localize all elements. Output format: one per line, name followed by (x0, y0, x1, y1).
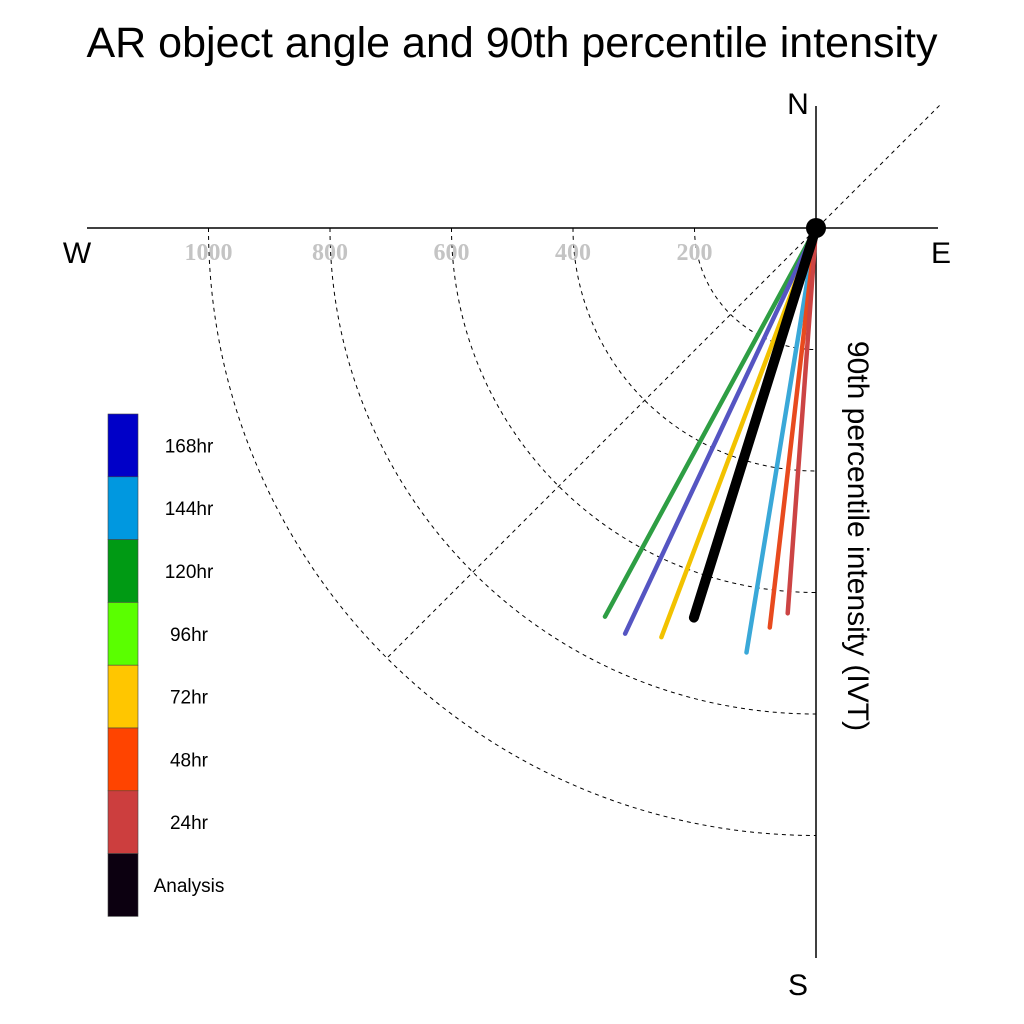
radial-tick-label: 200 (677, 240, 713, 266)
series-line-168hr (622, 225, 819, 636)
west-label: W (63, 237, 92, 270)
legend-swatch-144hr (107, 476, 139, 540)
legend-label: Analysis (154, 876, 225, 897)
legend-label: 24hr (170, 813, 209, 834)
chart-title: AR object angle and 90th percentile inte… (87, 19, 938, 67)
legend-swatch-168hr (107, 413, 139, 478)
legend-swatch-analysis (107, 853, 139, 917)
legend-label: 48hr (170, 750, 209, 771)
series-lines (602, 223, 821, 655)
legend-swatch-72hr (107, 664, 139, 729)
radial-tick-label: 400 (555, 240, 591, 266)
radial-tick-label: 1000 (185, 240, 233, 266)
radial-rings (208, 227, 817, 836)
series-line-48hr (767, 225, 819, 630)
origin-marker (806, 218, 826, 238)
y-axis-label: 90th percentile intensity (IVT) (841, 341, 874, 731)
radial-tick-label: 600 (434, 240, 470, 266)
legend-label: 144hr (165, 499, 214, 520)
east-label: E (931, 237, 951, 270)
legend-label: 168hr (165, 436, 214, 457)
series-line-144hr (744, 225, 819, 655)
legend-swatch-96hr (107, 602, 139, 666)
series-line-120hr (602, 225, 819, 619)
radial-ring-1000 (208, 227, 817, 836)
legend-swatch-48hr (107, 727, 139, 792)
legend-label: 96hr (170, 625, 209, 646)
series-line-24hr (785, 225, 819, 616)
radial-ring-200 (694, 227, 817, 350)
legend-swatch-120hr (107, 539, 139, 603)
legend-label: 72hr (170, 688, 209, 709)
radial-tick-label: 800 (312, 240, 348, 266)
radial-tick-labels: 200 400 600 800 1000 (185, 240, 713, 266)
south-label: S (788, 969, 808, 1002)
diagonal-guide (387, 104, 941, 658)
radial-ring-800 (329, 227, 817, 715)
legend-swatch-24hr (107, 790, 139, 854)
north-label: N (787, 88, 809, 121)
legend-label: 120hr (165, 562, 214, 583)
series-line-analysis (688, 223, 821, 623)
legend: 168hr 144hr 120hr 96hr 72hr 48hr 24hr Analysis (107, 413, 225, 917)
